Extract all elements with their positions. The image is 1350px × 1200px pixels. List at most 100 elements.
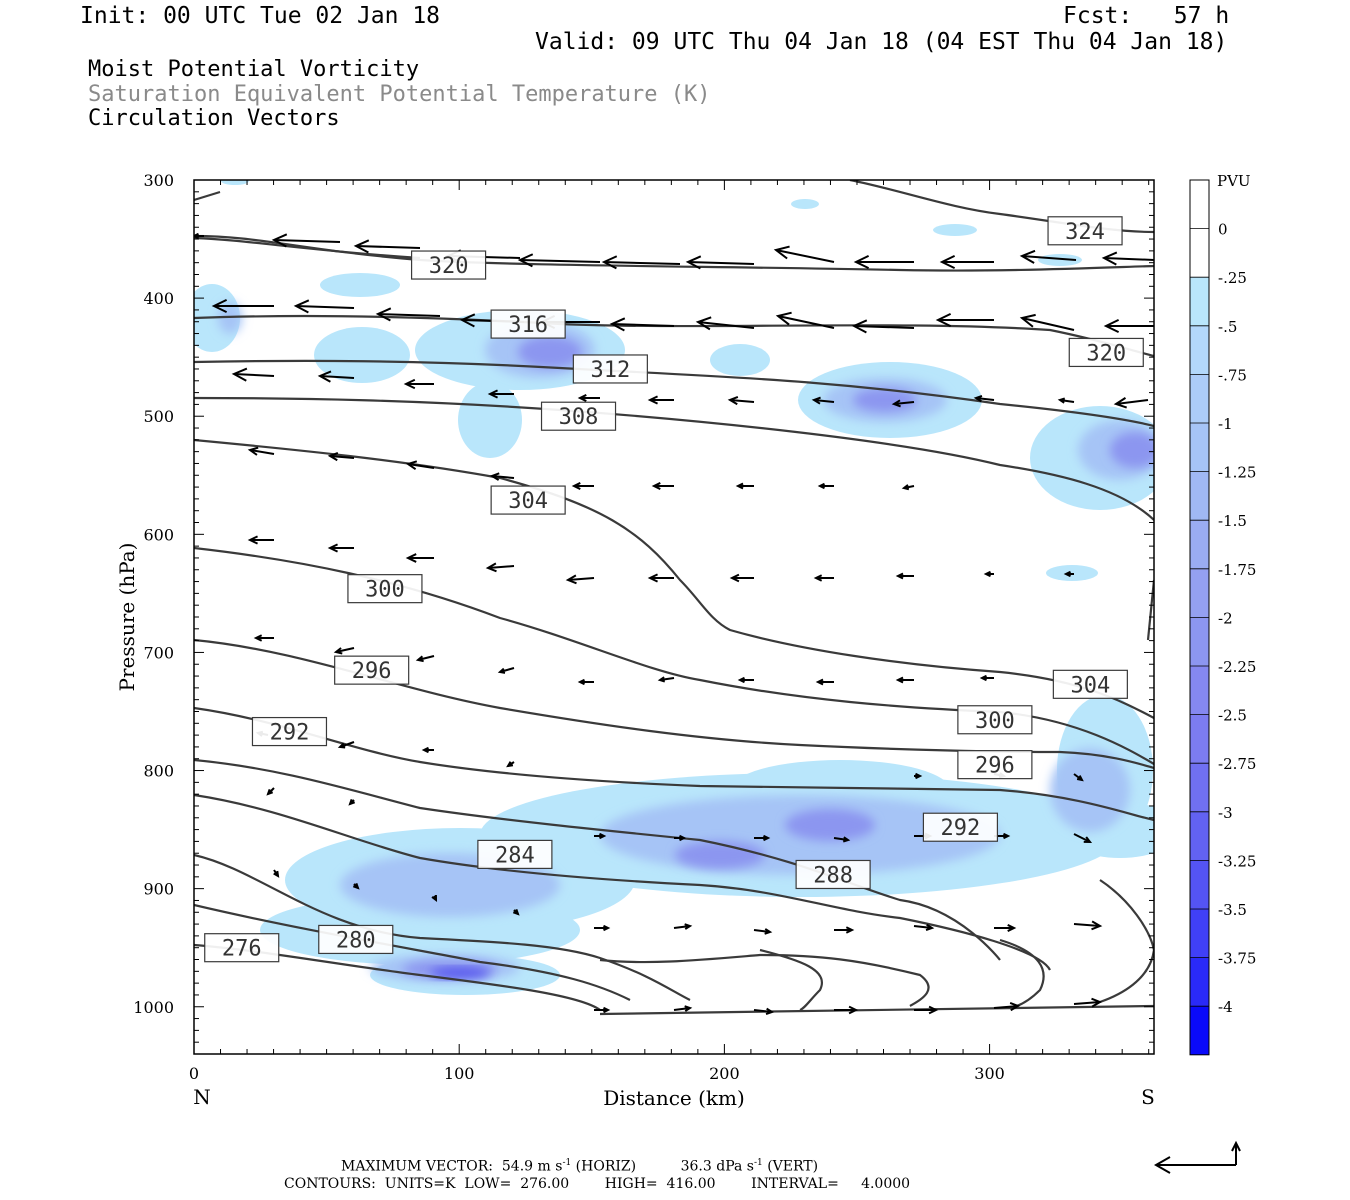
colorbar-swatch — [1190, 860, 1209, 909]
vector-arrow — [813, 574, 834, 582]
colorbar-unit: PVU — [1217, 172, 1251, 190]
vector-arrow — [1073, 833, 1093, 844]
y-tick-label: 500 — [143, 407, 174, 426]
contour-label: 276 — [204, 933, 280, 963]
vector-arrow — [754, 834, 771, 842]
vector-arrow — [231, 367, 275, 382]
contour-label-text: 320 — [429, 254, 469, 279]
vector-arrow — [1019, 313, 1075, 331]
colorbar-tick-label: -3.75 — [1218, 950, 1256, 968]
x-end-label-south: S — [1141, 1085, 1155, 1109]
vector-arrow — [895, 676, 914, 684]
vector-arrow — [651, 482, 674, 490]
vector-arrow — [753, 1007, 775, 1016]
vector-arrow — [1103, 319, 1154, 333]
x-end-label-north: N — [193, 1085, 211, 1109]
vector-arrow — [253, 634, 274, 642]
vector-arrow — [993, 1002, 1021, 1012]
colorbar-tick-label: -3 — [1218, 804, 1233, 822]
colorbar-swatch — [1190, 957, 1209, 1007]
vector-arrow — [983, 570, 994, 578]
vector-arrow — [914, 1005, 939, 1015]
vector-arrow — [939, 255, 994, 269]
contour-label: 296 — [334, 655, 410, 685]
contour-label-text: 304 — [1070, 673, 1110, 698]
y-axis-label: Pressure (hPa) — [115, 543, 139, 692]
x-tick-label: 0 — [189, 1064, 199, 1083]
vector-arrow — [994, 924, 1017, 932]
y-tick-label: 600 — [143, 525, 174, 544]
vector-arrow — [352, 882, 360, 890]
contour-label-text: 292 — [270, 721, 310, 746]
contour-label-text: 276 — [222, 937, 262, 962]
vector-arrow — [851, 319, 915, 334]
horiz-unit: (HORIZ) — [575, 1158, 637, 1175]
y-tick-label: 1000 — [133, 998, 174, 1017]
contour-label-text: 304 — [508, 489, 548, 514]
colorbar-swatch — [1190, 180, 1209, 229]
contour-info: CONTOURS: UNITS=K LOW= 276.00 HIGH= 416.… — [284, 1176, 911, 1192]
contour-label: 292 — [251, 716, 328, 747]
vector-arrow — [685, 255, 755, 270]
vector-arrow — [517, 253, 601, 268]
vector-arrow — [735, 482, 754, 490]
vector-arrow — [834, 926, 855, 934]
vector-arrow — [1073, 920, 1103, 931]
colorbar-tick-label: 0 — [1218, 221, 1228, 239]
vector-arrow — [1073, 997, 1103, 1008]
vector-arrow — [609, 317, 675, 332]
colorbar-swatch — [1190, 909, 1209, 958]
colorbar-swatch — [1190, 811, 1209, 861]
y-tick-label: 400 — [143, 289, 174, 308]
x-tick-label: 100 — [444, 1064, 475, 1083]
colorbar-tick-label: -.25 — [1218, 269, 1247, 287]
vector-arrow — [773, 245, 835, 263]
x-tick-label: 200 — [709, 1064, 740, 1083]
vector-arrow — [273, 869, 280, 878]
vector-arrow — [512, 908, 520, 916]
colorbar-swatch — [1190, 374, 1209, 423]
vert-max-value: 36.3 dPa s — [680, 1158, 754, 1175]
contour-label: 320 — [410, 250, 487, 280]
vector-arrow — [577, 678, 594, 686]
vector-arrow — [487, 389, 514, 399]
colorbar-tick-label: -2.5 — [1218, 707, 1247, 725]
vector-arrow — [815, 678, 834, 686]
reference-vector-icon — [1153, 1140, 1241, 1174]
colorbar-swatch — [1190, 423, 1209, 472]
colorbar-tick-label: -1.5 — [1218, 512, 1247, 530]
contour-label: 296 — [957, 750, 1033, 780]
vector-arrow — [853, 255, 914, 269]
vector-arrow — [415, 655, 435, 663]
vector-arrow — [674, 834, 687, 842]
axis-tick-labels: 0 100 200 300 300 400 500 600 700 800 900 1000 — [133, 171, 1005, 1083]
vector-arrow — [729, 573, 754, 583]
vector-arrow — [901, 484, 915, 491]
vector-arrow — [194, 232, 204, 240]
vector-arrow — [695, 316, 755, 331]
vector-arrow — [327, 543, 354, 553]
contour-label-text: 280 — [336, 928, 376, 953]
forecast-hour: Fcst: 57 h — [1063, 3, 1230, 29]
vector-arrow — [1101, 251, 1154, 266]
contour-label: 288 — [795, 859, 871, 890]
vector-arrow — [594, 1006, 611, 1014]
contour-label-text: 316 — [508, 313, 548, 338]
vector-arrow — [601, 255, 681, 270]
vector-arrow — [673, 923, 693, 930]
contour-label: 320 — [1068, 337, 1144, 368]
vector-arrow — [913, 923, 935, 932]
contour-label: 284 — [477, 839, 553, 869]
circulation-vectors — [194, 232, 1154, 1016]
vector-arrow — [348, 798, 356, 806]
contour-label-text: 312 — [590, 358, 630, 383]
vector-arrow — [506, 761, 515, 768]
pv-colorbar: 0 -.25 -.5 -.75 -1 -1.25 -1.5 -1.75 -2 -2.25 -2.5 -… — [1189, 179, 1256, 1056]
colorbar-tick-label: -3.25 — [1218, 852, 1256, 870]
vector-arrow — [565, 574, 595, 585]
field-title-mpv: Moist Potential Vorticity — [88, 57, 420, 82]
vector-arrow — [817, 482, 834, 490]
vector-arrow — [489, 472, 515, 481]
vert-exponent: -1 — [753, 1158, 763, 1168]
colorbar-swatch — [1190, 666, 1209, 715]
